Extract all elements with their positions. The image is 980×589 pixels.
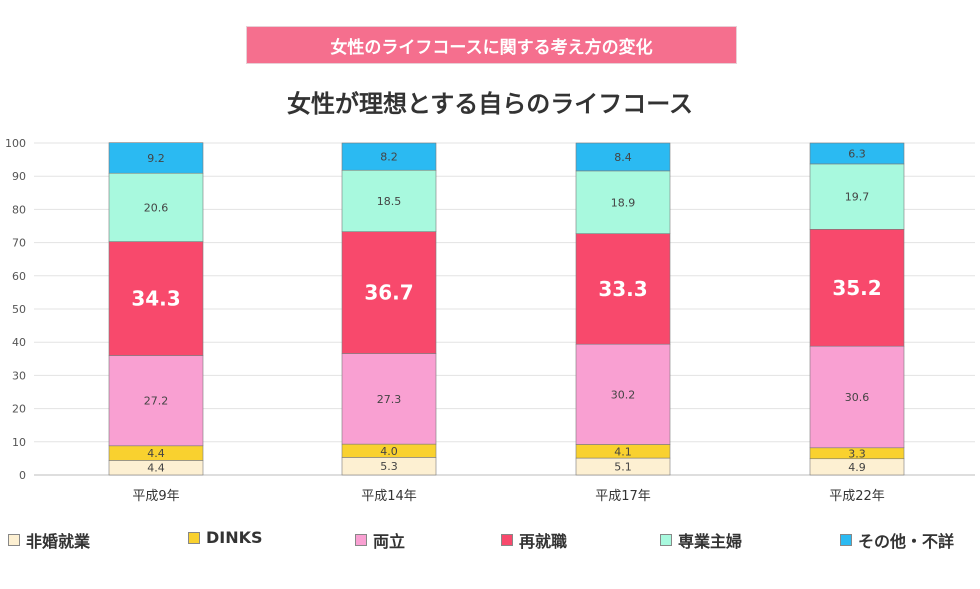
data-label: 27.2 [144, 395, 169, 408]
data-label: 8.2 [380, 151, 398, 164]
bar-segment [108, 142, 204, 174]
bar-segment [575, 142, 671, 172]
data-label: 4.0 [380, 445, 398, 458]
data-label: 5.1 [614, 461, 632, 474]
bar-segment [575, 233, 671, 345]
x-tick-label: 平成14年 [361, 489, 417, 504]
legend-label: 再就職 [519, 532, 568, 551]
legend-label: DINKS [206, 528, 263, 547]
bar-segment [809, 345, 905, 449]
legend-swatch [501, 534, 513, 546]
legend-item-dinks: DINKS [188, 528, 263, 547]
bar-segment [341, 231, 437, 354]
y-tick-label: 0 [19, 469, 26, 482]
bar-segment [108, 355, 204, 447]
legend-label: 非婚就業 [26, 532, 91, 551]
bar-segment [809, 142, 905, 165]
data-label: 4.1 [614, 445, 632, 458]
chart-legend: 非婚就業 DINKS 両立 再就職 専業主婦 その他・不詳 [8, 528, 980, 556]
legend-item-non-marriage-work: 非婚就業 [8, 528, 90, 552]
y-tick-label: 70 [12, 237, 26, 250]
x-tick-label: 平成9年 [132, 489, 179, 504]
legend-label: 両立 [373, 532, 406, 551]
y-tick-label: 20 [12, 403, 26, 416]
data-label: 4.9 [848, 461, 866, 474]
legend-item-housewife: 専業主婦 [660, 528, 742, 552]
legend-label: その他・不詳 [858, 532, 955, 551]
legend-item-other: その他・不詳 [840, 528, 954, 552]
data-label: 4.4 [147, 447, 165, 460]
data-label: 27.3 [377, 393, 402, 406]
bar-segment [809, 163, 905, 230]
legend-label: 専業主婦 [678, 532, 743, 551]
data-label: 18.5 [377, 195, 402, 208]
bar-segment [108, 172, 204, 242]
bar-segment [575, 170, 671, 234]
data-label: 8.4 [614, 151, 632, 164]
data-label: 18.9 [611, 196, 636, 209]
data-label: 30.2 [611, 388, 636, 401]
y-tick-label: 60 [12, 270, 26, 283]
bar-segment [809, 229, 905, 347]
data-label: 6.3 [848, 147, 866, 160]
data-label: 36.7 [364, 281, 413, 305]
legend-swatch [355, 534, 367, 546]
data-label: 20.6 [144, 201, 169, 214]
legend-swatch [188, 531, 200, 544]
y-tick-label: 10 [12, 436, 26, 449]
data-label: 30.6 [845, 391, 870, 404]
x-tick-label: 平成17年 [595, 489, 651, 504]
data-label: 5.3 [380, 460, 398, 473]
bar-segment [341, 353, 437, 445]
x-tick-label: 平成22年 [829, 489, 885, 504]
chart-banner: 女性のライフコースに関する考え方の変化 [246, 26, 737, 64]
y-tick-label: 80 [12, 203, 26, 216]
data-label: 34.3 [131, 287, 180, 311]
legend-swatch [840, 534, 852, 546]
data-label: 19.7 [845, 191, 870, 204]
data-label: 4.4 [147, 462, 165, 475]
legend-swatch [660, 534, 672, 546]
data-label: 3.3 [848, 447, 866, 460]
y-tick-label: 40 [12, 336, 26, 349]
stacked-bar-chart: 0 10 20 30 40 50 60 70 80 90 100 4.4 4.4 27.2 34.3 20.6… [5, 137, 975, 504]
data-label: 33.3 [598, 277, 647, 301]
data-label: 35.2 [832, 276, 881, 300]
legend-swatch [8, 534, 20, 546]
legend-item-dual: 両立 [355, 528, 405, 552]
y-tick-label: 30 [12, 369, 26, 382]
data-label: 9.2 [147, 152, 165, 165]
y-tick-label: 90 [12, 170, 26, 183]
y-tick-label: 100 [5, 137, 26, 150]
bar-segment [575, 343, 671, 445]
legend-item-reemployment: 再就職 [501, 528, 567, 552]
bar-segment [341, 142, 437, 171]
bar-segment [341, 169, 437, 232]
bar-segment [108, 241, 204, 356]
chart-title: 女性が理想とする自らのライフコース [286, 90, 694, 118]
y-tick-label: 50 [12, 303, 26, 316]
